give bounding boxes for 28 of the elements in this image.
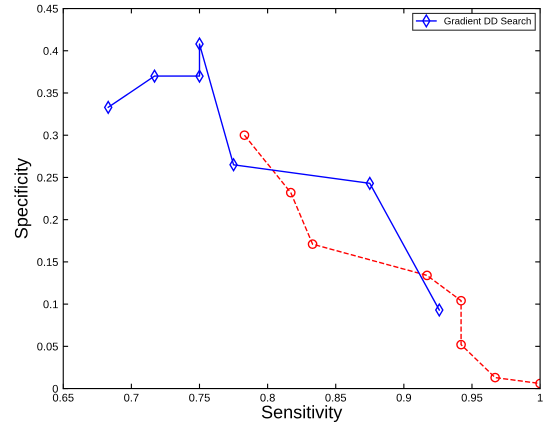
y-tick-label: 0.1 <box>43 300 58 308</box>
y-tick-label: 0.05 <box>37 342 58 350</box>
x-tick-label: 0.8 <box>260 394 275 402</box>
legend-label: Gradient DD Search <box>444 17 531 24</box>
point <box>456 340 466 350</box>
x-tick-label: 0.85 <box>325 394 346 402</box>
x-tick-label: 0.75 <box>189 394 210 402</box>
x-tick-label: 0.95 <box>462 394 482 402</box>
y-tick-label: 0.35 <box>37 89 58 98</box>
y-axis-title: Specificity <box>14 158 32 238</box>
y-tick-label: 0.4 <box>43 47 58 55</box>
y-tick-label: 0.15 <box>37 258 58 266</box>
x-tick-label: 0.65 <box>52 394 74 402</box>
y-tick-label: 0.25 <box>37 174 58 182</box>
y-tick-label: 0.3 <box>43 131 58 140</box>
y-tick-label: 0.45 <box>37 4 58 13</box>
x-axis-title: Sensitivity <box>262 405 342 422</box>
x-tick-label: 0.9 <box>396 394 412 402</box>
point <box>456 296 466 306</box>
y-tick-label: 0 <box>52 384 58 393</box>
x-tick-label: 1 <box>538 394 543 402</box>
point <box>240 130 250 140</box>
point <box>308 239 318 250</box>
point <box>286 188 296 198</box>
x-tick-label: 0.7 <box>124 394 139 402</box>
y-tick-label: 0.2 <box>43 216 58 224</box>
point <box>422 270 432 280</box>
point <box>490 372 500 382</box>
